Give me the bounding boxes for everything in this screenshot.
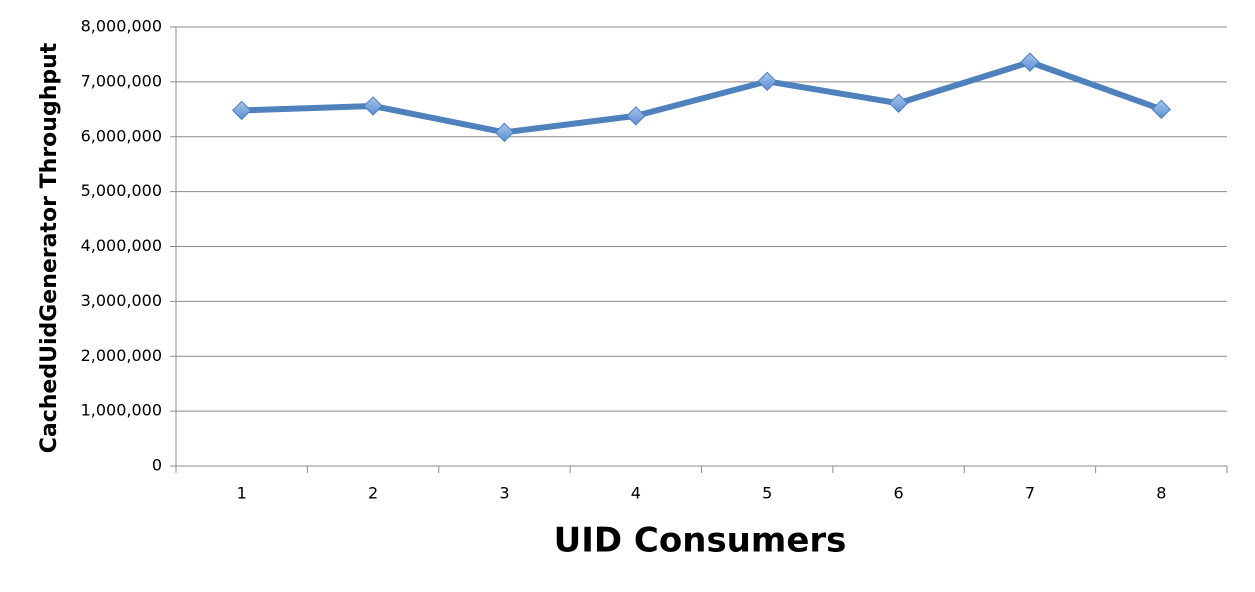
y-tick-label: 6,000,000 bbox=[81, 126, 162, 145]
x-axis-title: UID Consumers bbox=[554, 521, 847, 561]
y-tick-label: 3,000,000 bbox=[81, 291, 162, 310]
data-point bbox=[1020, 52, 1040, 72]
data-point bbox=[888, 93, 909, 113]
x-tick-label: 4 bbox=[631, 484, 641, 503]
data-point bbox=[494, 122, 515, 143]
y-tick-label: 5,000,000 bbox=[81, 181, 162, 200]
y-tick-label: 0 bbox=[152, 456, 162, 475]
y-tick-label: 1,000,000 bbox=[81, 401, 162, 420]
x-tick-label: 7 bbox=[1025, 484, 1035, 503]
y-tick-label: 4,000,000 bbox=[81, 236, 162, 255]
data-point bbox=[363, 96, 383, 116]
y-axis-title: CachedUidGenerator Throughput bbox=[37, 42, 62, 453]
x-tick-label: 1 bbox=[237, 484, 247, 503]
data-point bbox=[757, 71, 777, 92]
series-line bbox=[241, 59, 1163, 136]
y-tick-label: 8,000,000 bbox=[81, 17, 162, 36]
x-tick-label: 2 bbox=[368, 484, 378, 503]
data-point bbox=[231, 100, 252, 121]
x-tick-label: 6 bbox=[893, 484, 903, 503]
x-tick-label: 3 bbox=[499, 484, 509, 503]
y-tick-label: 2,000,000 bbox=[81, 346, 162, 365]
y-tick-label: 7,000,000 bbox=[81, 71, 162, 90]
x-tick-label: 5 bbox=[762, 484, 772, 503]
data-point bbox=[1151, 99, 1172, 120]
x-tick-label: 8 bbox=[1156, 484, 1166, 503]
data-point bbox=[626, 106, 646, 126]
